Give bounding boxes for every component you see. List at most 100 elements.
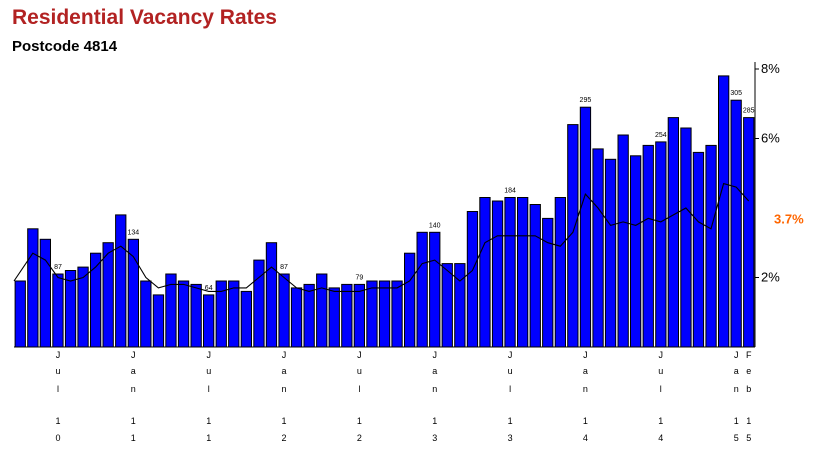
bar bbox=[743, 117, 755, 348]
value-label: 87 bbox=[54, 264, 62, 271]
bar bbox=[391, 280, 403, 348]
x-tick-label: a bbox=[583, 366, 588, 376]
bar bbox=[240, 290, 252, 348]
x-tick-label: 1 bbox=[357, 416, 362, 426]
x-tick-label: a bbox=[432, 366, 437, 376]
bar bbox=[228, 280, 240, 348]
x-tick-label: J bbox=[282, 350, 287, 360]
x-tick-label: 1 bbox=[281, 416, 286, 426]
bar bbox=[290, 287, 303, 348]
chart-subtitle: Postcode 4814 bbox=[12, 38, 118, 55]
value-label: 140 bbox=[429, 222, 441, 229]
x-tick-label: n bbox=[131, 384, 136, 394]
bar bbox=[64, 270, 77, 348]
bar bbox=[102, 242, 114, 348]
x-tick-label: 1 bbox=[206, 433, 211, 443]
bar bbox=[353, 283, 366, 348]
x-tick-label: F bbox=[746, 350, 752, 360]
x-tick-label: u bbox=[508, 366, 513, 376]
bar bbox=[190, 283, 202, 348]
x-tick-label: J bbox=[206, 350, 211, 360]
x-tick-label: J bbox=[659, 350, 664, 360]
x-tick-label: 1 bbox=[131, 433, 136, 443]
bar bbox=[667, 117, 680, 348]
value-label: 285 bbox=[743, 108, 755, 115]
bar bbox=[416, 231, 428, 348]
current-value-label: 3.7% bbox=[774, 211, 804, 226]
bar bbox=[529, 204, 541, 348]
x-tick-label: 4 bbox=[658, 433, 663, 443]
bar bbox=[52, 273, 64, 348]
bar bbox=[316, 273, 328, 348]
x-tick-label: J bbox=[357, 350, 362, 360]
bar bbox=[466, 211, 479, 348]
x-tick-label: J bbox=[432, 350, 437, 360]
x-tick-label: 3 bbox=[432, 433, 437, 443]
bar bbox=[328, 287, 340, 348]
x-tick-label: u bbox=[357, 366, 362, 376]
value-label: 305 bbox=[730, 90, 742, 97]
x-tick-label: J bbox=[131, 350, 136, 360]
x-tick-label: l bbox=[208, 384, 210, 394]
bar bbox=[27, 228, 39, 348]
x-tick-label: 1 bbox=[583, 416, 588, 426]
x-tick-label: 1 bbox=[746, 416, 751, 426]
value-labels: 87 134 64 87 79 140 184 295 254 305 285 bbox=[54, 90, 755, 292]
bar bbox=[203, 294, 215, 348]
bar bbox=[152, 294, 165, 348]
x-tick-label: u bbox=[55, 366, 60, 376]
bar bbox=[303, 283, 315, 348]
bar bbox=[341, 283, 353, 348]
y-tick-label: 6% bbox=[761, 131, 780, 146]
bar bbox=[366, 280, 378, 348]
value-label: 87 bbox=[280, 264, 288, 271]
bar bbox=[617, 134, 629, 348]
y-tick-label: 2% bbox=[761, 270, 780, 285]
x-tick-label: l bbox=[57, 384, 59, 394]
bar bbox=[429, 231, 441, 348]
x-tick-label: 1 bbox=[55, 416, 60, 426]
x-tick-label: n bbox=[583, 384, 588, 394]
x-tick-label: 4 bbox=[583, 433, 588, 443]
x-tick-label: J bbox=[56, 350, 61, 360]
value-label: 79 bbox=[356, 274, 364, 281]
bar bbox=[604, 158, 617, 348]
x-tick-label: 1 bbox=[508, 416, 513, 426]
bar bbox=[253, 259, 265, 348]
x-tick-label: l bbox=[358, 384, 360, 394]
value-label: 295 bbox=[580, 97, 592, 104]
bar bbox=[655, 141, 667, 348]
line-series bbox=[13, 182, 750, 292]
x-tick-label: 5 bbox=[734, 433, 739, 443]
bar bbox=[592, 148, 604, 348]
bar bbox=[504, 197, 516, 348]
bar bbox=[115, 214, 127, 348]
x-tick-label: e bbox=[746, 366, 751, 376]
bar bbox=[177, 280, 190, 348]
x-tick-label: 1 bbox=[734, 416, 739, 426]
x-tick-label: 1 bbox=[432, 416, 437, 426]
value-label: 64 bbox=[205, 285, 213, 292]
bar bbox=[265, 242, 278, 348]
bar bbox=[127, 238, 139, 348]
chart-title: Residential Vacancy Rates bbox=[12, 6, 277, 29]
x-tick-label: a bbox=[734, 366, 739, 376]
bar bbox=[517, 197, 529, 348]
x-tick-label: 1 bbox=[206, 416, 211, 426]
bar bbox=[14, 280, 26, 348]
bar bbox=[491, 200, 504, 348]
bar bbox=[542, 217, 554, 348]
x-tick-label: 2 bbox=[281, 433, 286, 443]
bar bbox=[378, 280, 391, 348]
bar bbox=[642, 144, 654, 348]
x-tick-label: l bbox=[509, 384, 511, 394]
x-tick-labels: Jul10Jan11Jul11Jan12Jul12Jan13Jul13Jan14… bbox=[55, 350, 751, 443]
bar bbox=[680, 127, 692, 348]
trend-line bbox=[13, 182, 750, 292]
x-tick-label: n bbox=[281, 384, 286, 394]
x-tick-label: b bbox=[746, 384, 751, 394]
value-label: 254 bbox=[655, 132, 667, 139]
x-tick-label: 1 bbox=[131, 416, 136, 426]
value-label: 184 bbox=[504, 188, 516, 195]
bar bbox=[718, 75, 730, 348]
